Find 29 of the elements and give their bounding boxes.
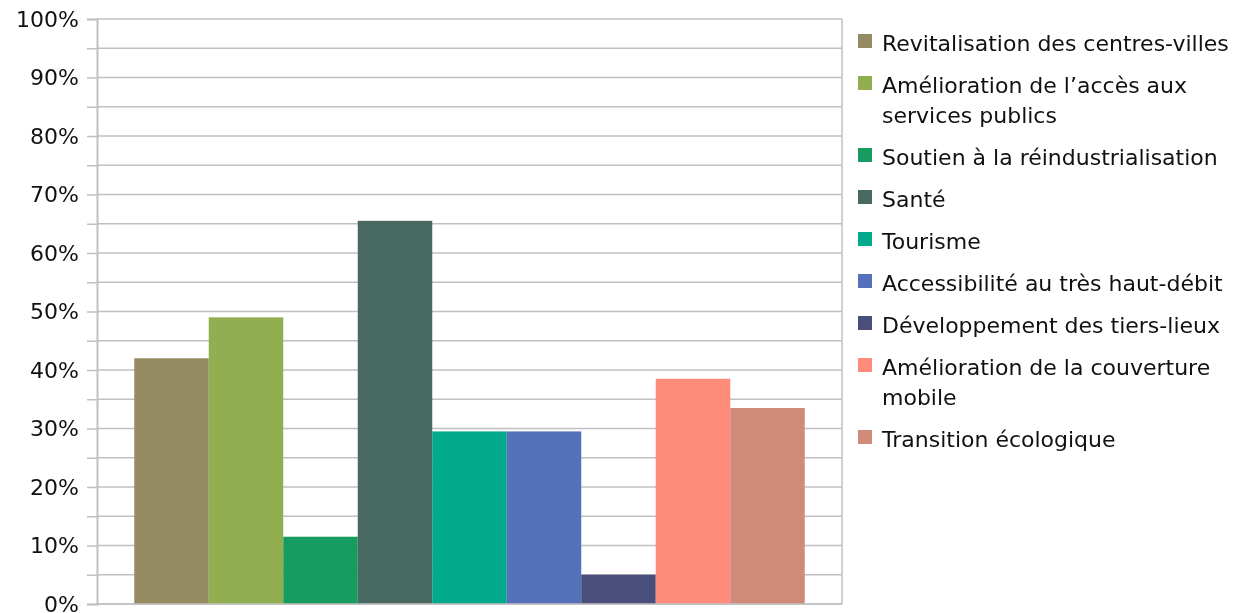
bar: [357, 220, 433, 604]
bar: [730, 408, 805, 604]
bar: [208, 317, 284, 604]
y-tick-label: 0%: [44, 591, 79, 613]
y-tick-label: 10%: [30, 533, 79, 559]
y-tick-label: 100%: [16, 6, 79, 32]
legend-label: Amélioration de l’accès aux services publics: [882, 73, 1188, 128]
y-tick-label: 30%: [30, 416, 79, 442]
y-tick-label: 60%: [30, 240, 79, 266]
y-tick-label: 50%: [30, 299, 79, 325]
bar: [134, 358, 209, 604]
legend-label: Revitalisation des centres-villes: [882, 31, 1229, 56]
bar: [432, 431, 507, 604]
legend-label: Santé: [882, 187, 946, 212]
legend-label: Développement des tiers-lieux: [882, 313, 1220, 338]
legend-label: Soutien à la réindustrialisation: [882, 145, 1218, 170]
y-tick-label: 90%: [30, 65, 79, 91]
bar: [581, 574, 656, 604]
legend-label: Tourisme: [881, 229, 981, 254]
y-tick-label: 70%: [30, 182, 79, 208]
legend-label: Amélioration de la couverture mobile: [882, 355, 1211, 410]
bar: [283, 536, 358, 604]
y-tick-label: 80%: [30, 123, 79, 149]
legend-label: Accessibilité au très haut-débit: [882, 271, 1223, 296]
legend-label: Transition écologique: [881, 427, 1116, 452]
y-tick-label: 20%: [30, 474, 79, 500]
bar: [655, 378, 731, 604]
bar: [506, 431, 582, 604]
y-tick-label: 40%: [30, 357, 79, 383]
